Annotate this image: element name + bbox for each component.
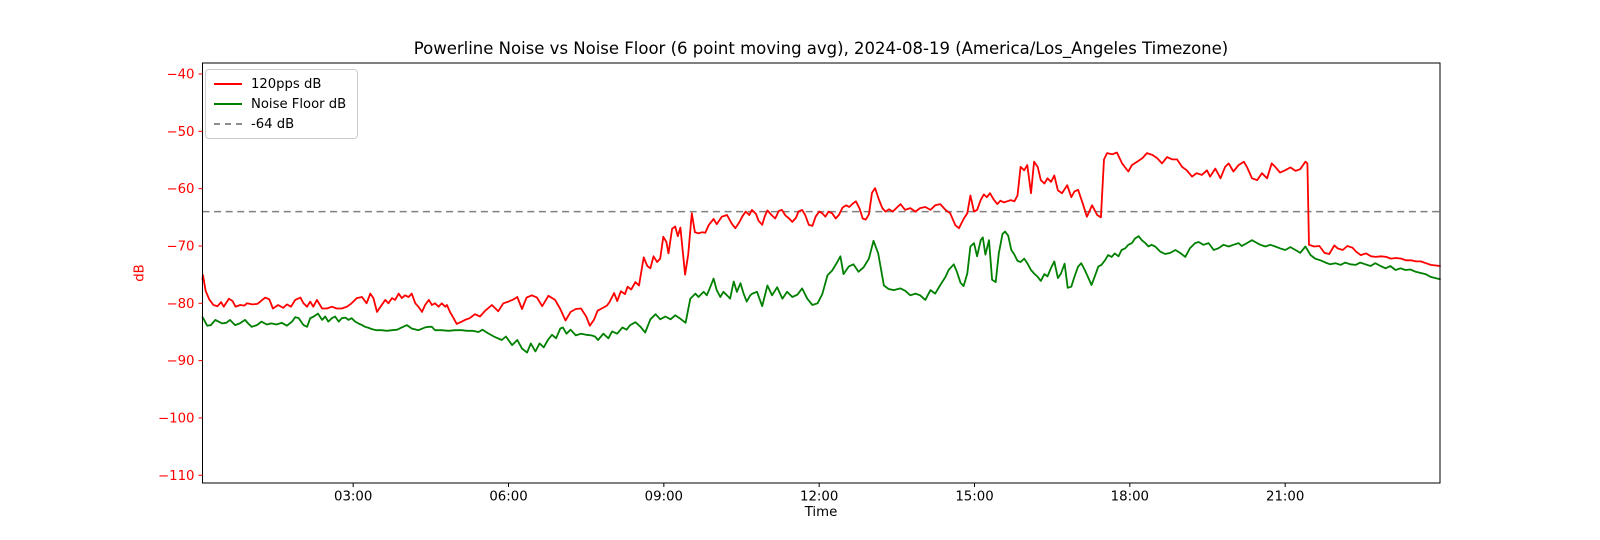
- legend-label: 120pps dB: [251, 76, 322, 92]
- y-tick-label: −80: [166, 297, 194, 312]
- legend-entry-noise-floor: Noise Floor dB: [214, 96, 346, 112]
- x-tick-label: 06:00: [489, 490, 527, 505]
- x-tick-label: 15:00: [955, 490, 993, 505]
- x-tick-label: 03:00: [334, 490, 372, 505]
- y-tick-label: −70: [166, 239, 194, 254]
- x-tick-label: 18:00: [1111, 490, 1149, 505]
- legend-line-sample-red: [214, 83, 242, 85]
- legend-entry-120pps: 120pps dB: [214, 76, 346, 92]
- legend-entry-ref-line: -64 dB: [214, 116, 346, 132]
- series-line-noise-floor-db: [201, 230, 1441, 354]
- series-line-120pps-db: [201, 151, 1441, 327]
- y-tick-label: −60: [166, 182, 194, 197]
- legend-line-sample-dashed-gray: [214, 123, 242, 125]
- x-tick-label: 21:00: [1266, 490, 1304, 505]
- y-tick-label: −90: [166, 354, 194, 369]
- y-tick-label: −110: [158, 469, 195, 484]
- legend-line-sample-green: [214, 103, 242, 105]
- y-tick-label: −40: [166, 68, 194, 83]
- x-tick-label: 12:00: [800, 490, 838, 505]
- legend-label: -64 dB: [251, 116, 295, 132]
- y-axis-label: dB: [132, 264, 148, 282]
- x-tick-label: 09:00: [645, 490, 683, 505]
- plot-frame: [202, 62, 1441, 484]
- legend-label: Noise Floor dB: [251, 96, 347, 112]
- legend: 120pps dB Noise Floor dB -64 dB: [205, 69, 359, 139]
- chart-title: Powerline Noise vs Noise Floor (6 point …: [413, 39, 1229, 58]
- y-tick-label: −50: [166, 125, 194, 140]
- y-tick-label: −100: [158, 411, 195, 426]
- x-axis-label: Time: [804, 505, 838, 520]
